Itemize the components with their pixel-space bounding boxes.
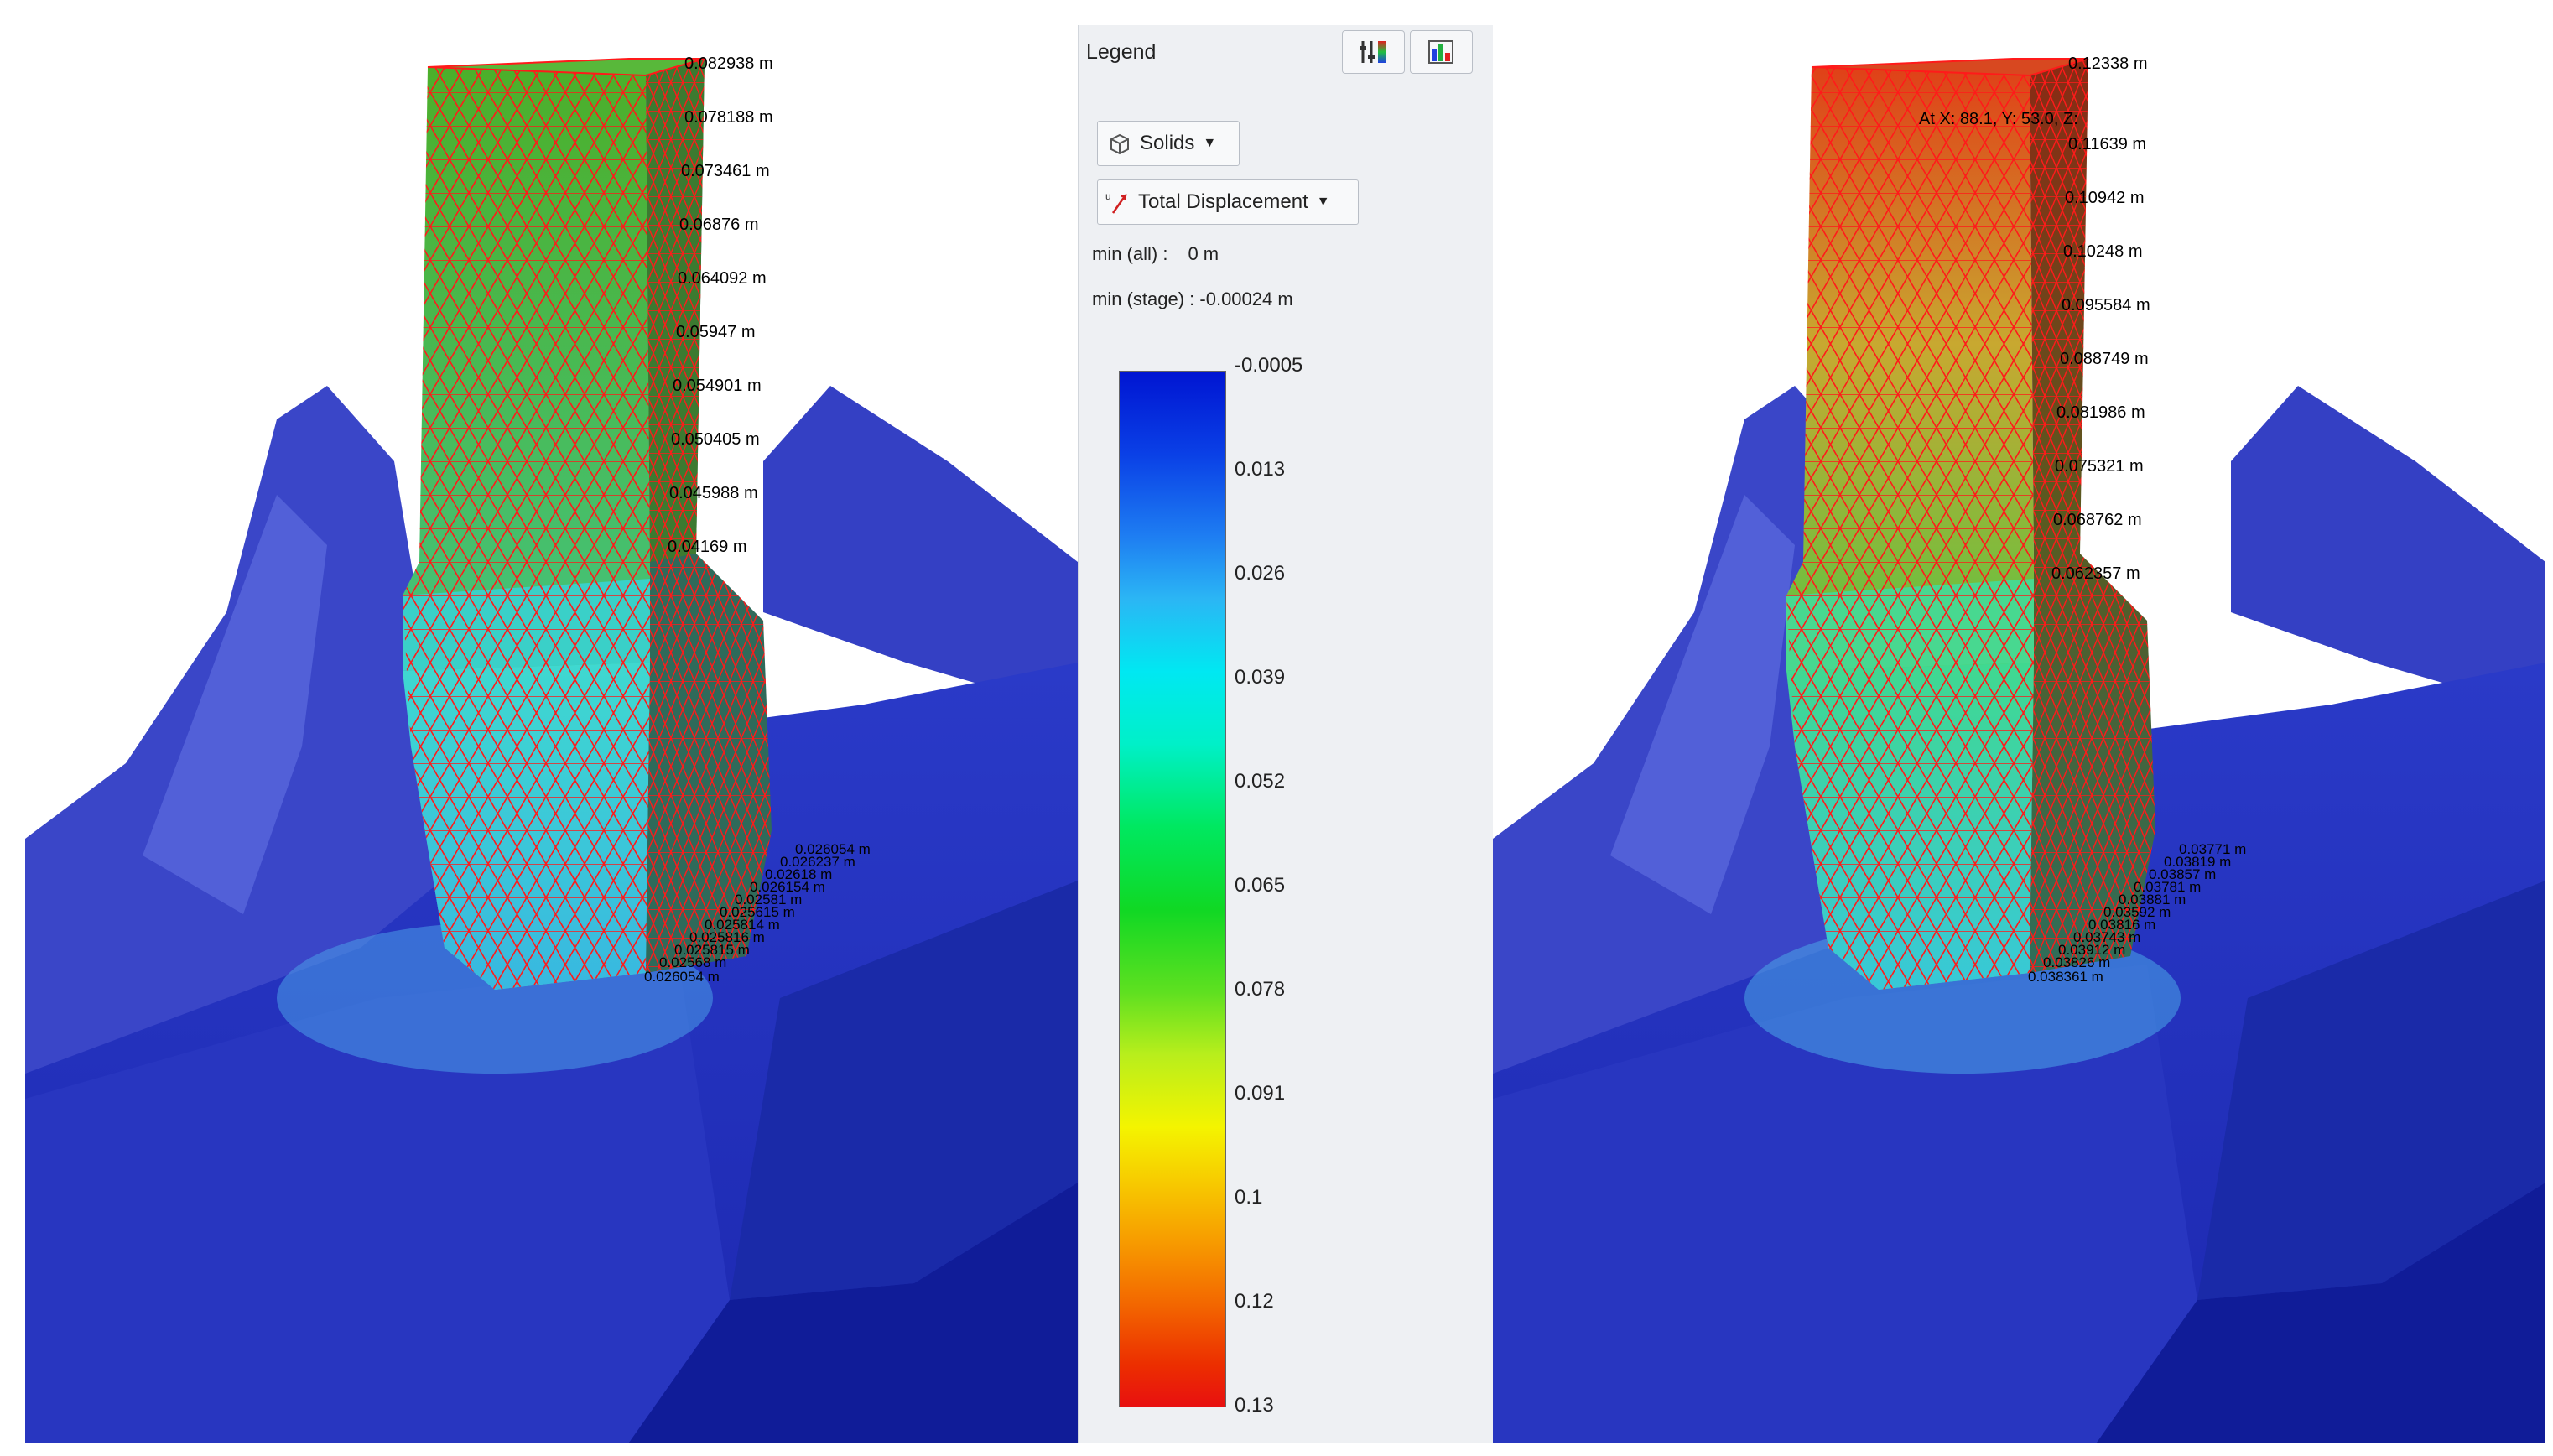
probe-label: 0.050405 m: [671, 430, 760, 449]
legend-settings-button[interactable]: [1342, 30, 1405, 74]
scale-tick-label: 0.013: [1235, 458, 1286, 481]
scale-tick-label: 0.026: [1235, 562, 1286, 585]
probe-label: 0.068762 m: [2053, 511, 2142, 529]
probe-label: 0.073461 m: [681, 162, 770, 180]
scale-tick-label: 0.13: [1235, 1394, 1274, 1417]
probe-label: 0.03816 m: [2088, 917, 2155, 933]
legend-panel: Legend Solids ▼ u: [1078, 25, 1495, 1443]
probe-label: 0.026054 m: [795, 841, 871, 857]
probe-label: 0.12338 m: [2068, 55, 2148, 73]
probe-label: 0.03912 m: [2058, 942, 2125, 958]
min-stage-value: -0.00024 m: [1199, 289, 1293, 309]
legend-colormap-icon: [1428, 40, 1453, 64]
probe-label: 0.075321 m: [2055, 457, 2144, 476]
probe-label: 0.045988 m: [669, 484, 758, 502]
min-stage-row: min (stage) : -0.00024 m: [1092, 289, 1293, 310]
probe-label: 0.064092 m: [678, 269, 767, 288]
probe-label: 0.078188 m: [684, 108, 773, 127]
legend-title: Legend: [1086, 40, 1157, 64]
probe-label: 0.02568 m: [659, 954, 726, 970]
solids-dropdown[interactable]: Solids ▼: [1097, 121, 1240, 166]
color-scale-bar: [1119, 371, 1226, 1407]
legend-settings-icon: [1360, 41, 1386, 63]
model-render-right: At X: 88.1, Y: 53.0, Z: 0.12338 m 0.1163…: [1493, 25, 2545, 1443]
probe-label: 0.025816 m: [689, 929, 765, 945]
probe-label: 0.03881 m: [2119, 892, 2186, 907]
probe-label: 0.06876 m: [679, 216, 759, 234]
viewport-right[interactable]: At X: 88.1, Y: 53.0, Z: 0.12338 m 0.1163…: [1493, 25, 2545, 1443]
scale-tick-label: 0.052: [1235, 770, 1286, 793]
probe-label: 0.025815 m: [674, 942, 750, 958]
probe-label: 0.03857 m: [2149, 866, 2216, 882]
probe-label: 0.02581 m: [735, 892, 802, 907]
probe-label: 0.10248 m: [2063, 242, 2143, 261]
probe-label: 0.04169 m: [668, 538, 747, 556]
chevron-down-icon: ▼: [1316, 195, 1330, 209]
probe-label: 0.10942 m: [2065, 189, 2145, 207]
result-type-label: Total Displacement: [1138, 190, 1308, 213]
scale-tick-label: 0.1: [1235, 1186, 1263, 1209]
probe-label: 0.03826 m: [2043, 954, 2110, 970]
probe-label: 0.05947 m: [676, 323, 756, 341]
probe-label: 0.03743 m: [2073, 929, 2140, 945]
probe-label: 0.025814 m: [705, 917, 780, 933]
probe-label: 0.088749 m: [2060, 350, 2149, 368]
probe-label: 0.026054 m: [644, 969, 720, 985]
svg-text:u: u: [1105, 190, 1111, 202]
probe-label: 0.03781 m: [2134, 879, 2201, 895]
probe-label: 0.025615 m: [720, 904, 795, 920]
probe-label: 0.026154 m: [750, 879, 825, 895]
result-type-dropdown[interactable]: u Total Displacement ▼: [1097, 179, 1359, 225]
probe-label: 0.03819 m: [2164, 854, 2231, 870]
solids-cube-icon: [1110, 133, 1129, 155]
solids-dropdown-label: Solids: [1140, 132, 1195, 154]
scale-tick-label: 0.078: [1235, 978, 1286, 1001]
probe-label: 0.02618 m: [765, 866, 832, 882]
probe-label: 0.038361 m: [2028, 969, 2103, 985]
viewport-left[interactable]: 0.082938 m 0.078188 m 0.073461 m 0.06876…: [25, 25, 1078, 1443]
min-all-value: 0 m: [1188, 243, 1219, 264]
chevron-down-icon: ▼: [1203, 136, 1217, 150]
probe-label: 0.082938 m: [684, 55, 773, 73]
min-all-label: min (all) :: [1092, 243, 1168, 264]
scale-tick-label: 0.065: [1235, 874, 1286, 897]
legend-colormap-button[interactable]: [1410, 30, 1473, 74]
cursor-readout: At X: 88.1, Y: 53.0, Z:: [1919, 110, 2078, 128]
probe-label: 0.026237 m: [780, 854, 855, 870]
displacement-icon: u: [1105, 190, 1127, 214]
scale-tick-label: 0.12: [1235, 1290, 1274, 1313]
probe-label: 0.03592 m: [2103, 904, 2171, 920]
probe-label: 0.11639 m: [2068, 135, 2146, 153]
model-render-left: 0.082938 m 0.078188 m 0.073461 m 0.06876…: [25, 25, 1078, 1443]
probe-label: 0.081986 m: [2056, 403, 2145, 422]
scale-tick-label: -0.0005: [1235, 354, 1303, 377]
min-stage-label: min (stage) :: [1092, 289, 1195, 309]
min-all-row: min (all) : 0 m: [1092, 243, 1219, 265]
probe-label: 0.095584 m: [2062, 296, 2150, 315]
scale-tick-label: 0.091: [1235, 1082, 1286, 1105]
probe-label: 0.03771 m: [2179, 841, 2246, 857]
scale-tick-label: 0.039: [1235, 666, 1286, 689]
probe-label: 0.062357 m: [2051, 564, 2140, 583]
probe-label: 0.054901 m: [673, 377, 762, 395]
